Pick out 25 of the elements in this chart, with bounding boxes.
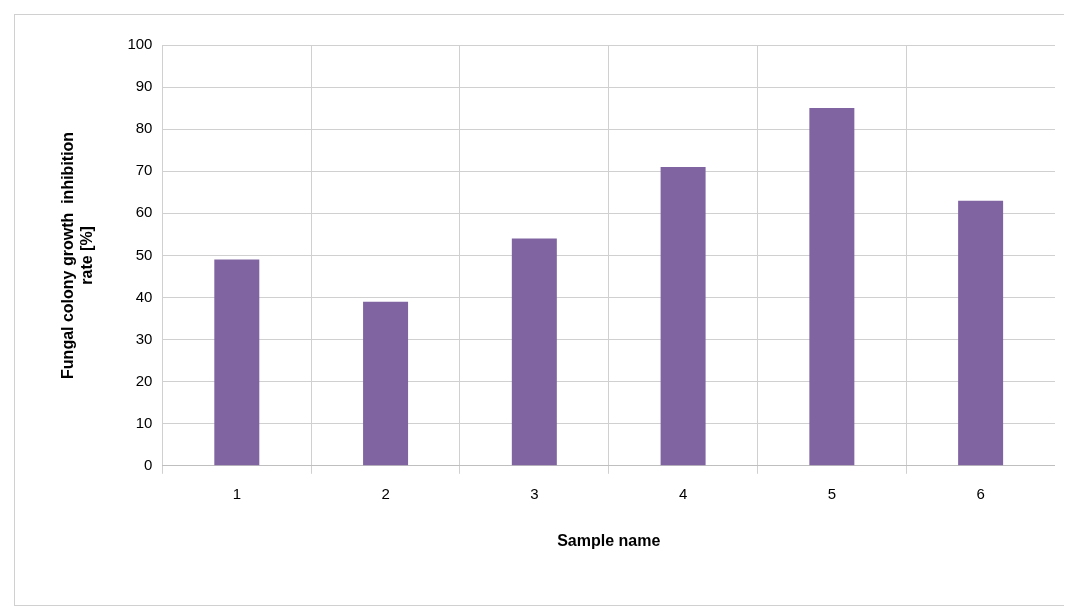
y-tick-label: 0 [144, 455, 153, 473]
y-tick-label: 50 [135, 245, 153, 263]
x-tick-label: 5 [827, 484, 837, 502]
y-tick-label: 30 [135, 329, 153, 347]
x-tick-label: 4 [678, 484, 688, 502]
x-tick-label: 1 [232, 484, 241, 502]
bar [809, 108, 855, 466]
y-tick-label: 70 [135, 161, 153, 179]
x-tick-label: 3 [530, 484, 539, 502]
y-tick-label: 60 [135, 203, 153, 221]
x-tick-label: 6 [976, 484, 985, 502]
bar [511, 238, 557, 466]
y-tick-label: 10 [135, 413, 153, 431]
y-tick-label: 100 [127, 35, 153, 53]
bar [363, 301, 409, 466]
x-tick-label: 2 [381, 484, 390, 502]
bar [660, 167, 706, 466]
y-tick-label: 90 [135, 77, 153, 95]
bar [958, 200, 1004, 466]
y-tick-label: 80 [135, 119, 153, 137]
x-axis-title: Sample name [557, 531, 661, 549]
y-tick-label: 20 [135, 371, 153, 389]
y-tick-label: 40 [135, 287, 153, 305]
bar [214, 259, 260, 466]
y-axis-title: Fungal colony growth inhibition rate [%] [59, 131, 96, 379]
